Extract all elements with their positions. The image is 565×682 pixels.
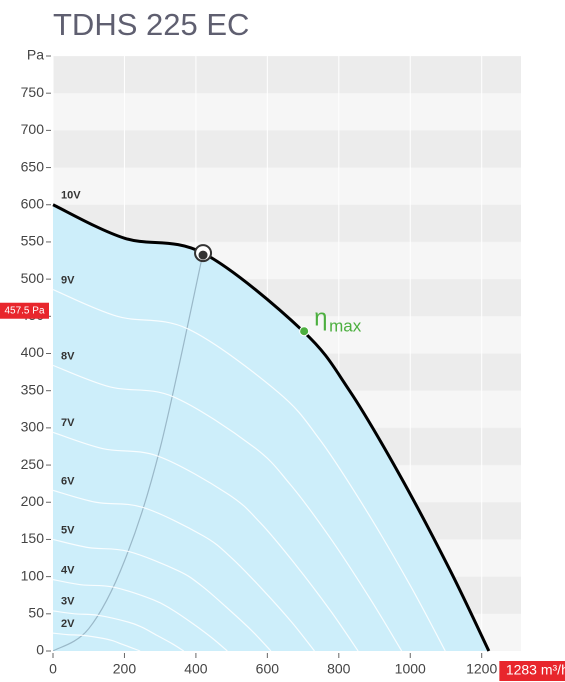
system-curve [53, 252, 204, 651]
x-tick-label: 1200 [466, 661, 497, 677]
series-line [53, 364, 403, 651]
y-tick-label: 150 [21, 530, 45, 546]
x-marker-label: 1283 m³/h [506, 662, 565, 678]
y-tick-label: 600 [21, 195, 45, 211]
x-tick-label: 600 [256, 661, 280, 677]
series-label: 4V [61, 565, 75, 577]
y-tick-label: 250 [21, 456, 45, 472]
y-marker-label: 457.5 Pa [4, 305, 44, 316]
plot-area [53, 56, 521, 651]
y-tick-label: 350 [21, 381, 45, 397]
y-tick-label: Pa [27, 47, 44, 63]
y-tick-label: 550 [21, 233, 45, 249]
series-line [52, 203, 491, 652]
grid-band [53, 56, 521, 94]
operating-point [198, 250, 208, 260]
series-label: 6V [61, 475, 75, 487]
y-tick-label: 100 [21, 567, 45, 583]
series-label: 9V [61, 274, 75, 286]
y-tick-label: 300 [21, 419, 45, 435]
series-label: 5V [61, 524, 75, 536]
series-label: 2V [61, 618, 75, 630]
series-label: 10V [61, 190, 81, 202]
y-tick-label: 650 [21, 158, 45, 174]
x-tick-label: 200 [113, 661, 137, 677]
x-tick-label: 400 [184, 661, 208, 677]
grid-band [53, 204, 521, 242]
series-line [53, 288, 446, 651]
y-tick-label: 700 [21, 121, 45, 137]
series-line [53, 632, 141, 651]
y-tick-label: 500 [21, 270, 45, 286]
series-label: 3V [61, 596, 75, 608]
series-label: 8V [61, 350, 75, 362]
y-tick-label: 750 [21, 84, 45, 100]
x-tick-label: 800 [327, 661, 351, 677]
series-label: 7V [61, 417, 75, 429]
grid-band [53, 130, 521, 168]
eta-max-point [299, 326, 310, 337]
y-tick-label: 200 [21, 493, 45, 509]
chart-title: TDHS 225 EC [53, 7, 249, 42]
y-marker-box [0, 302, 49, 319]
x-tick-label: 0 [49, 661, 57, 677]
overlay: 0501001502002503003504004505005506006507… [0, 47, 565, 681]
series-line [53, 489, 315, 651]
series-line [53, 538, 272, 651]
y-tick-label: 400 [21, 344, 45, 360]
series-line [53, 579, 228, 651]
series-line [53, 610, 185, 651]
x-marker-box [499, 661, 565, 681]
y-tick-label: 0 [36, 642, 44, 658]
y-tick-label: 50 [28, 605, 44, 621]
eta-max-subscript: max [329, 317, 362, 336]
x-tick-label: 1000 [395, 661, 426, 677]
series-line [53, 431, 359, 651]
area-fill [53, 204, 489, 651]
eta-max-label: η [314, 305, 327, 332]
